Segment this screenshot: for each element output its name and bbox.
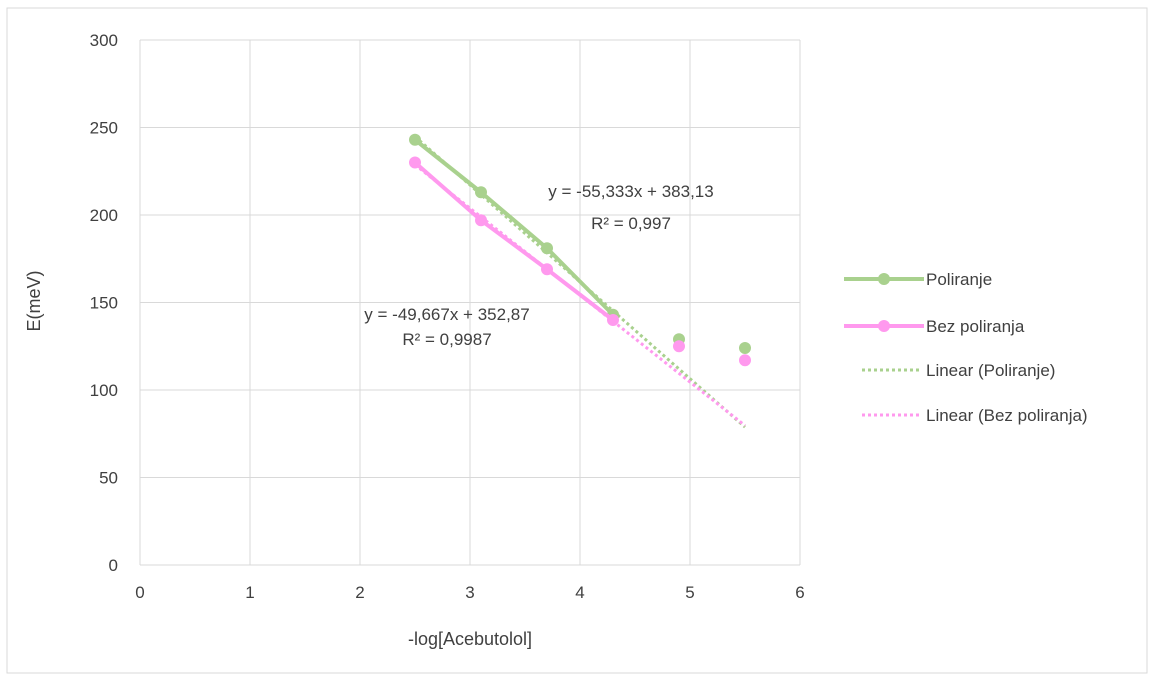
legend-label-poliranje: Poliranje: [926, 270, 992, 289]
legend-label-bez-poliranja: Bez poliranja: [926, 317, 1025, 336]
x-tick-label: 3: [465, 583, 474, 602]
x-tick-label: 5: [685, 583, 694, 602]
trendline-equation-poliranje: y = -55,333x + 383,13: [548, 182, 713, 201]
y-tick-label: 300: [90, 31, 118, 50]
trendline-r2-bez-poliranja: R² = 0,9987: [402, 330, 491, 349]
data-point-poliranje: [475, 186, 487, 199]
series-line-bez-poliranja: [413, 160, 615, 322]
data-point-poliranje: [541, 242, 553, 255]
legend: Poliranje Bez poliranja Linear (Poliranj…: [844, 270, 1088, 425]
trendline-r2-poliranje: R² = 0,997: [591, 214, 671, 233]
data-point-bez-poliranja: [541, 263, 553, 276]
y-axis-label: E(meV): [24, 270, 44, 331]
x-tick-label: 4: [575, 583, 584, 602]
gridlines: [139, 39, 801, 566]
x-tick-label: 6: [795, 583, 804, 602]
series-line-poliranje: [413, 138, 615, 317]
legend-label-linear-bez-poliranja: Linear (Bez poliranja): [926, 406, 1088, 425]
data-series: [409, 133, 751, 367]
y-tick-label: 150: [90, 294, 118, 313]
trendline-equation-bez-poliranja: y = -49,667x + 352,87: [364, 305, 529, 324]
y-tick-label: 0: [109, 556, 118, 575]
legend-item-bez-poliranja: Bez poliranja: [844, 317, 1025, 336]
x-tick-label: 0: [135, 583, 144, 602]
legend-item-poliranje: Poliranje: [844, 270, 992, 289]
axes: 0 50 100 150 200 250 300 0 1 2 3 4 5 6: [90, 31, 805, 602]
chart-area-border: [6, 7, 1148, 674]
legend-marker-bez-poliranja: [878, 320, 890, 332]
data-point-bez-poliranja: [475, 214, 487, 227]
data-point-bez-poliranja: [673, 340, 685, 353]
legend-marker-poliranje: [878, 273, 890, 285]
y-tick-label: 50: [99, 469, 118, 488]
y-tick-label: 200: [90, 206, 118, 225]
legend-item-linear-bez-poliranja: Linear (Bez poliranja): [862, 406, 1088, 425]
data-point-poliranje: [739, 342, 751, 354]
x-tick-label: 2: [355, 583, 364, 602]
data-point-bez-poliranja: [739, 354, 751, 367]
data-point-bez-poliranja: [409, 156, 421, 169]
legend-item-linear-poliranje: Linear (Poliranje): [862, 361, 1055, 380]
trendline-labels: y = -55,333x + 383,13 R² = 0,997 y = -49…: [364, 182, 713, 349]
legend-label-linear-poliranje: Linear (Poliranje): [926, 361, 1055, 380]
y-tick-label: 250: [90, 119, 118, 138]
y-tick-label: 100: [90, 381, 118, 400]
x-tick-label: 1: [245, 583, 254, 602]
data-point-poliranje: [409, 133, 421, 146]
x-axis-label: -log[Acebutolol]: [408, 629, 532, 649]
data-point-bez-poliranja: [607, 314, 619, 326]
